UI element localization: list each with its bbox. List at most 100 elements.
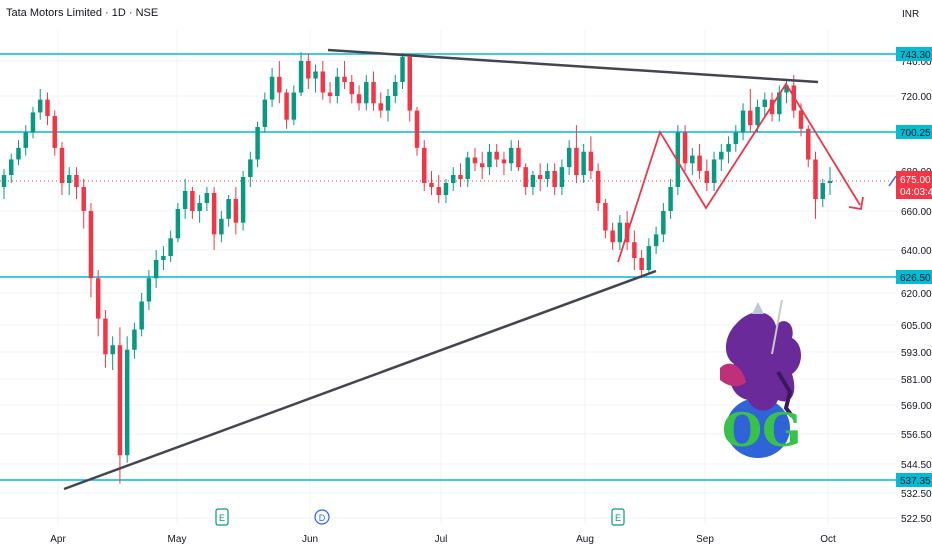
candle[interactable] — [190, 187, 195, 219]
candle[interactable] — [574, 125, 579, 183]
candle[interactable] — [806, 125, 811, 168]
candle[interactable] — [291, 85, 297, 126]
candle[interactable] — [472, 147, 478, 171]
lower-trendline[interactable] — [63, 269, 657, 491]
candle[interactable] — [530, 171, 536, 195]
candle[interactable] — [487, 144, 492, 175]
pattern-path[interactable] — [617, 82, 861, 263]
event-marker[interactable]: D — [314, 509, 330, 525]
candle[interactable] — [16, 140, 21, 166]
candle[interactable] — [204, 187, 210, 211]
candle[interactable] — [59, 142, 65, 195]
candle[interactable] — [197, 195, 202, 223]
candle[interactable] — [646, 238, 652, 274]
candle[interactable] — [378, 92, 384, 118]
candle[interactable] — [552, 163, 557, 195]
candle[interactable] — [443, 179, 449, 203]
candle[interactable] — [595, 163, 601, 211]
candle[interactable] — [711, 151, 717, 191]
candle[interactable] — [537, 163, 543, 191]
candle[interactable] — [306, 53, 311, 89]
candle[interactable] — [226, 195, 231, 227]
candle[interactable] — [240, 171, 246, 231]
candle[interactable] — [393, 75, 398, 104]
candle[interactable] — [400, 52, 405, 89]
candle[interactable] — [762, 92, 768, 118]
candle[interactable] — [37, 89, 43, 120]
candle[interactable] — [407, 53, 413, 122]
upper-trendline[interactable] — [327, 48, 819, 84]
candle[interactable] — [161, 246, 166, 270]
candle[interactable] — [23, 125, 28, 156]
candle[interactable] — [103, 310, 108, 368]
candle[interactable] — [639, 250, 644, 279]
candle[interactable] — [690, 147, 695, 175]
candle[interactable] — [132, 322, 137, 359]
candle[interactable] — [820, 179, 826, 207]
candle[interactable] — [653, 226, 659, 254]
candle[interactable] — [313, 64, 318, 93]
candle[interactable] — [566, 140, 572, 175]
candle[interactable] — [610, 222, 615, 250]
candle[interactable] — [233, 187, 239, 235]
candle[interactable] — [248, 151, 253, 187]
candle[interactable] — [277, 61, 282, 104]
candle[interactable] — [8, 153, 14, 183]
candle[interactable] — [88, 203, 94, 298]
candle[interactable] — [617, 214, 623, 250]
candle[interactable] — [342, 61, 347, 89]
candle[interactable] — [146, 270, 152, 311]
candle[interactable] — [827, 167, 833, 195]
event-marker[interactable]: E — [611, 508, 625, 526]
candle[interactable] — [458, 163, 463, 187]
candle[interactable] — [175, 203, 181, 243]
candle[interactable] — [414, 106, 420, 156]
candle[interactable] — [704, 159, 710, 191]
candle[interactable] — [284, 89, 289, 129]
candle[interactable] — [668, 179, 673, 219]
candle[interactable] — [661, 203, 666, 243]
candle[interactable] — [335, 68, 340, 104]
candle[interactable] — [632, 230, 637, 271]
candle[interactable] — [364, 75, 369, 111]
candle[interactable] — [269, 68, 275, 107]
candle[interactable] — [697, 144, 702, 179]
candle[interactable] — [52, 110, 57, 156]
candle[interactable] — [733, 125, 739, 152]
candle[interactable] — [421, 140, 427, 191]
candle[interactable] — [320, 61, 326, 100]
event-marker[interactable]: E — [215, 508, 229, 526]
candle[interactable] — [813, 151, 818, 219]
candle[interactable] — [465, 151, 470, 187]
candle[interactable] — [719, 144, 724, 171]
candle[interactable] — [603, 199, 608, 239]
candle[interactable] — [255, 121, 260, 168]
candle[interactable] — [74, 167, 79, 199]
candle[interactable] — [168, 230, 173, 263]
candle[interactable] — [429, 171, 434, 195]
candle[interactable] — [327, 82, 333, 104]
candle[interactable] — [66, 167, 72, 195]
candle[interactable] — [349, 75, 355, 104]
candle[interactable] — [262, 92, 268, 133]
candle[interactable] — [371, 71, 376, 111]
candle[interactable] — [298, 52, 304, 96]
candle[interactable] — [588, 136, 594, 179]
candle[interactable] — [450, 167, 456, 191]
candle[interactable] — [726, 136, 731, 164]
candle[interactable] — [436, 175, 441, 203]
candle[interactable] — [494, 144, 499, 168]
candle[interactable] — [508, 140, 514, 171]
candle[interactable] — [682, 125, 688, 171]
candle[interactable] — [1, 169, 7, 199]
candle[interactable] — [516, 140, 521, 171]
candle[interactable] — [748, 89, 753, 133]
candle[interactable] — [95, 270, 101, 337]
candle[interactable] — [81, 179, 86, 229]
candle[interactable] — [110, 336, 115, 370]
candle[interactable] — [153, 250, 159, 289]
candle[interactable] — [356, 85, 362, 111]
candle[interactable] — [545, 163, 550, 187]
candle[interactable] — [219, 211, 224, 243]
candle[interactable] — [385, 89, 391, 122]
